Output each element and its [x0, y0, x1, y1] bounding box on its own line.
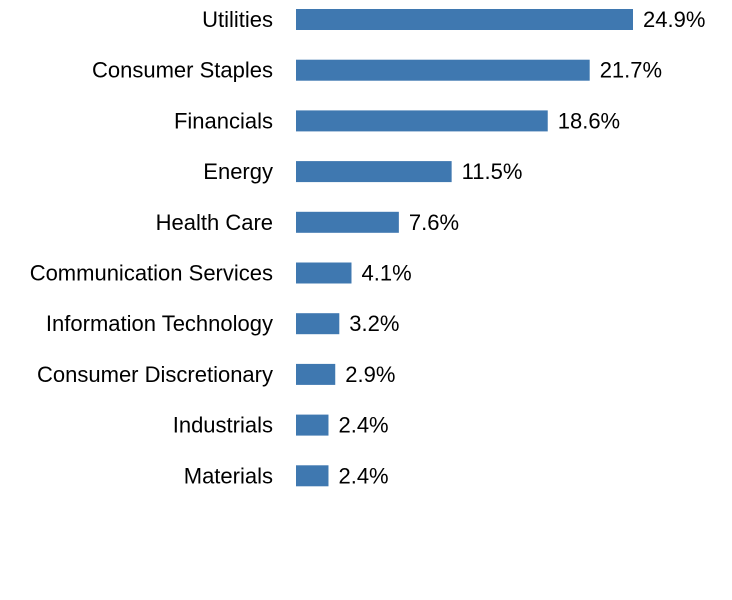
- value-label-industrials: 2.4%: [338, 413, 388, 438]
- bar-energy: [296, 161, 452, 183]
- value-label-health-care: 7.6%: [409, 210, 459, 235]
- category-label-materials: Materials: [184, 463, 273, 488]
- value-label-utilities: 24.9%: [643, 7, 705, 32]
- bar-industrials: [296, 414, 329, 436]
- bar-communication-services: [296, 262, 352, 284]
- bar-financials: [296, 110, 548, 132]
- bar-consumer-staples: [296, 59, 590, 81]
- bar-utilities: [296, 9, 633, 30]
- category-label-consumer-staples: Consumer Staples: [92, 58, 273, 83]
- category-label-communication-services: Communication Services: [30, 261, 273, 286]
- value-labels-group: 24.9% 21.7% 18.6% 11.5% 7.6% 4.1% 3.2% 2.9% 2.4%…: [338, 7, 705, 488]
- value-label-materials: 2.4%: [338, 463, 388, 488]
- bar-health-care: [296, 211, 399, 233]
- bar-information-technology: [296, 313, 340, 335]
- bars-group: [296, 9, 633, 487]
- value-label-financials: 18.6%: [558, 108, 620, 133]
- value-label-communication-services: 4.1%: [361, 261, 411, 286]
- category-label-health-care: Health Care: [156, 210, 273, 235]
- value-label-consumer-discretionary: 2.9%: [345, 362, 395, 387]
- value-label-consumer-staples: 21.7%: [600, 58, 662, 83]
- value-label-information-technology: 3.2%: [349, 311, 399, 336]
- bar-consumer-discretionary: [296, 363, 336, 385]
- value-label-energy: 11.5%: [462, 159, 523, 184]
- category-label-energy: Energy: [203, 159, 273, 184]
- category-label-industrials: Industrials: [173, 413, 273, 438]
- category-labels-group: Utilities Consumer Staples Financials Energ…: [30, 7, 273, 488]
- category-label-utilities: Utilities: [202, 7, 273, 32]
- category-label-financials: Financials: [174, 108, 273, 133]
- bar-materials: [296, 465, 329, 487]
- category-label-consumer-discretionary: Consumer Discretionary: [37, 362, 273, 387]
- category-label-information-technology: Information Technology: [46, 311, 273, 336]
